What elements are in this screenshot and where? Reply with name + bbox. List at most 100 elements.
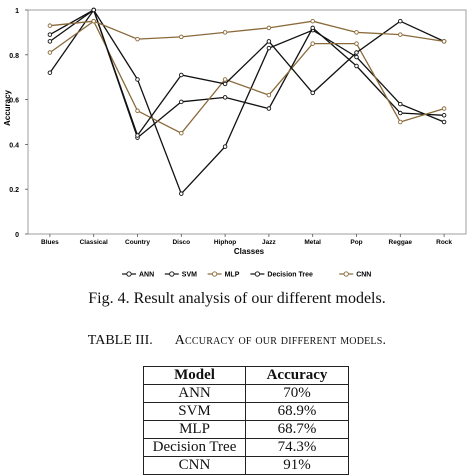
x-axis: Blues Classical Country Disco Hiphop Jazz Meta… [41,234,452,246]
data-point [441,119,447,125]
cell-accuracy: 91% [245,456,349,475]
series-line [49,20,445,43]
data-point [266,45,272,51]
data-point [47,32,53,37]
x-tick-label: Jazz [262,239,276,246]
data-point [310,25,315,31]
x-tick-label: Reggae [389,239,413,246]
table-title: TABLE III. Accuracy of our different mode… [0,333,474,349]
y-tick-label: 1 [15,8,19,15]
data-point [135,133,140,138]
table-row: Decision Tree 74.3% [143,438,349,457]
series-mlp [47,18,447,136]
x-tick-label: Disco [172,239,190,246]
series-line [49,8,445,195]
cell-model: Decision Tree [143,438,246,457]
series-svm [47,7,447,140]
x-axis-title: Classes [234,247,265,256]
data-point [266,39,272,44]
legend-label: Decision Tree [267,272,313,279]
plot-area [27,9,467,235]
legend-marker [343,271,349,277]
data-point [135,36,140,42]
legend-item: CNN [339,271,371,279]
x-tick-label: Hiphop [214,239,236,246]
cell-model: MLP [143,420,246,439]
table-label: TABLE III. [87,333,153,348]
data-point [398,110,403,116]
data-point [47,70,53,75]
data-point [441,106,447,111]
data-point [222,30,228,35]
data-point [354,41,359,46]
model-accuracy-line-chart: 0 0.2 0.4 0.6 0.8 1 Blues Classical Country Disc… [3,7,467,279]
data-point [310,90,315,96]
y-tick-label: 0 [15,232,19,239]
table-row: SVM 68.9% [143,402,349,421]
y-tick-label: 0.2 [9,187,19,194]
y-axis-title: Accuracy [3,89,12,126]
series-cnn [47,18,447,44]
data-point [135,108,140,114]
x-tick-label: Metal [304,239,321,246]
cell-model: ANN [143,384,246,403]
y-tick-label: 0.4 [9,142,19,149]
data-point [441,39,447,44]
data-point [179,34,184,40]
x-tick-label: Country [125,239,150,246]
table-header-row: Model Accuracy [143,366,349,385]
data-point [354,54,359,60]
legend-marker [126,271,132,277]
x-tick-label: Classical [80,239,108,246]
legend-item: ANN [122,271,154,279]
series-line [49,20,445,135]
data-point [135,77,140,82]
header-model: Model [143,366,246,385]
data-point [398,101,403,107]
legend-item: MLP [207,271,240,279]
cell-accuracy: 70% [245,384,349,403]
series-layer [47,7,447,196]
figure-caption: Fig. 4. Result analysis of our different… [88,290,386,307]
data-point [179,130,184,136]
legend-label: CNN [356,272,371,279]
cell-accuracy: 74.3% [245,438,349,457]
table-caption: Accuracy of our different models. [174,333,387,348]
cell-model: SVM [143,402,246,421]
y-tick-label: 0.6 [9,98,19,105]
data-point [179,191,184,196]
legend-marker [211,271,218,277]
chart-legend: ANN SVM MLP Decision Tree CNN [122,271,371,279]
data-point [47,50,53,55]
header-accuracy: Accuracy [245,366,349,385]
legend-item: SVM [164,271,197,279]
data-point [47,23,53,28]
legend-item: Decision Tree [250,271,313,279]
data-point [398,119,403,125]
table-row: ANN 70% [143,384,349,403]
data-point [354,30,359,35]
plot-border [27,9,467,235]
table-row: CNN 91% [143,456,349,475]
data-point [310,41,315,46]
cell-accuracy: 68.7% [245,420,349,439]
data-point [179,99,184,105]
data-point [222,77,228,82]
legend-label: SVM [182,272,197,279]
data-point [222,81,228,87]
data-point [310,18,315,24]
x-tick-label: Blues [41,239,59,246]
data-point [266,106,272,111]
data-point [91,18,96,24]
data-point [222,144,228,149]
results-table: Model Accuracy ANN 70% SVM 68.9% MLP 68.… [143,366,349,475]
table-row: MLP 68.7% [143,420,349,439]
x-tick-label: Pop [350,239,362,246]
series-line [49,8,445,139]
series-ann [47,7,447,196]
cell-model: CNN [143,456,246,475]
series-decision-tree [47,7,447,138]
x-tick-label: Rock [436,239,452,246]
data-point [222,95,228,100]
data-point [441,113,447,118]
